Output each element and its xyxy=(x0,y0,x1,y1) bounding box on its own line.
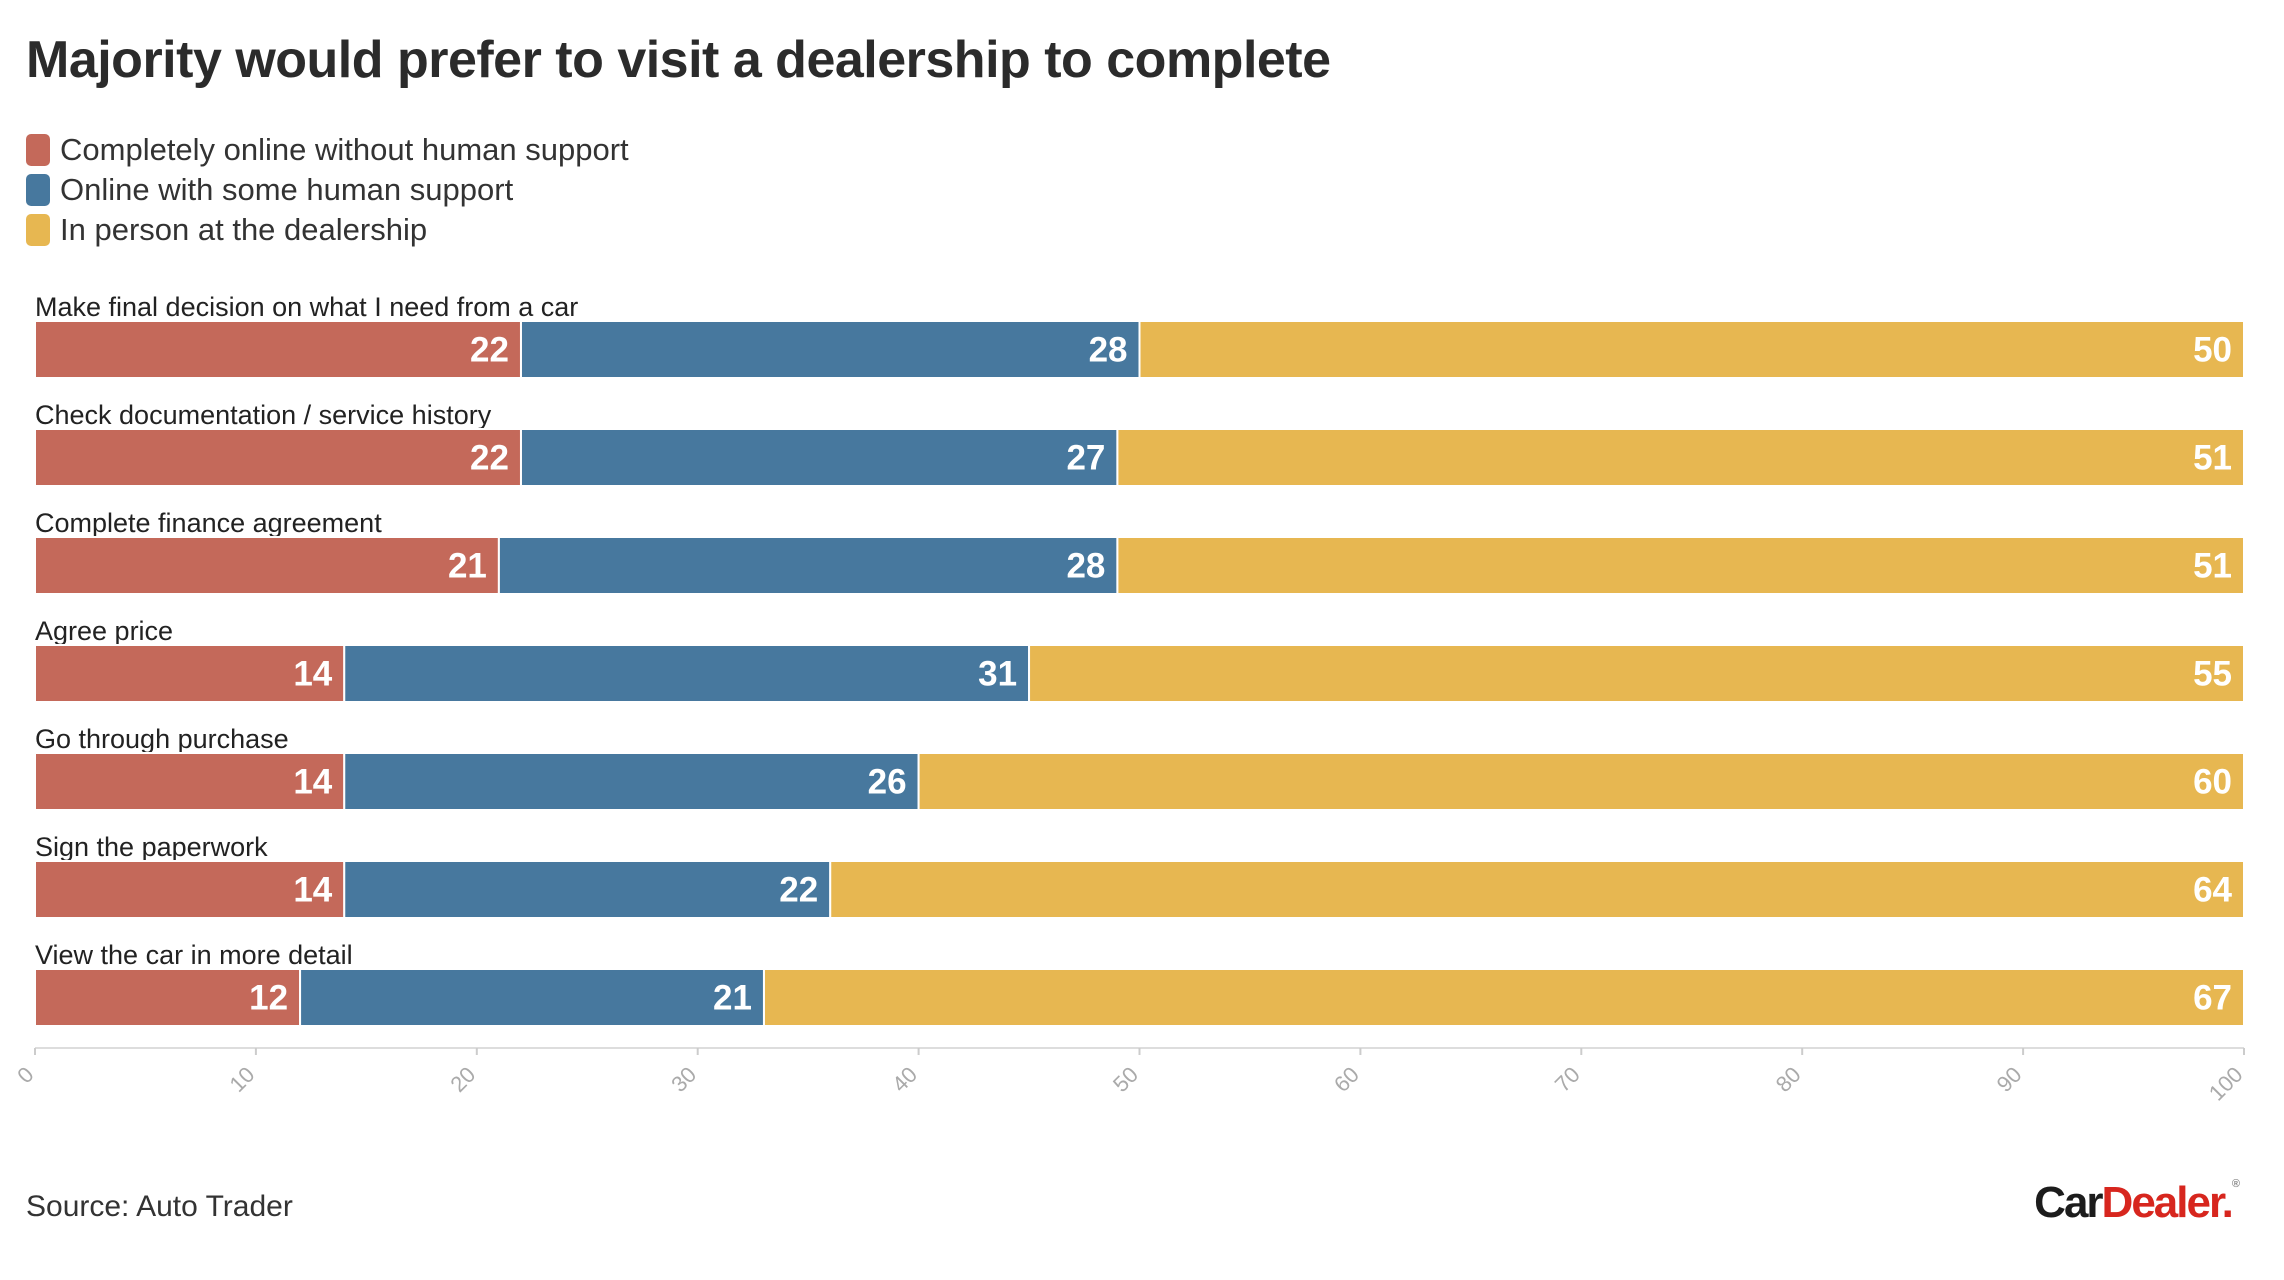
logo-text-car: Car xyxy=(2034,1178,2103,1227)
bar-segment xyxy=(343,752,920,811)
data-label: 22 xyxy=(470,331,509,370)
x-tick-label: 70 xyxy=(1550,1062,1585,1097)
x-tick-label: 60 xyxy=(1329,1062,1364,1097)
x-tick-label: 80 xyxy=(1771,1062,1806,1097)
data-label: 28 xyxy=(1089,331,1128,370)
data-label: 60 xyxy=(2193,763,2232,802)
x-tick-label: 100 xyxy=(2204,1062,2248,1106)
legend-swatch xyxy=(26,214,50,246)
x-tick-label: 20 xyxy=(445,1062,480,1097)
bar-segment xyxy=(519,320,1141,379)
data-label: 51 xyxy=(2193,547,2232,586)
bar-segment xyxy=(1116,428,2245,487)
legend-label: Online with some human support xyxy=(60,172,514,207)
data-label: 21 xyxy=(713,979,752,1018)
bar-segment xyxy=(34,320,522,379)
legend-item-in-person: In person at the dealership xyxy=(26,210,629,250)
data-label: 12 xyxy=(249,979,288,1018)
bar-segment xyxy=(1116,536,2245,595)
source-note: Source: Auto Trader xyxy=(26,1190,293,1223)
data-label: 14 xyxy=(293,763,332,802)
x-tick-label: 0 xyxy=(12,1062,38,1088)
data-label: 31 xyxy=(978,655,1017,694)
cardealer-logo: CarDealer.® xyxy=(2034,1178,2240,1228)
bar-segment xyxy=(34,428,522,487)
category-label: Sign the paperwork xyxy=(35,832,268,862)
bar-segment xyxy=(497,536,1119,595)
bar-segment xyxy=(829,860,2245,919)
bar-segment xyxy=(1028,644,2245,703)
data-label: 50 xyxy=(2193,331,2232,370)
category-label: View the car in more detail xyxy=(35,940,353,970)
data-label: 22 xyxy=(779,871,818,910)
category-label: Make final decision on what I need from … xyxy=(35,292,578,322)
data-label: 14 xyxy=(293,871,332,910)
data-label: 26 xyxy=(868,763,907,802)
data-label: 27 xyxy=(1066,439,1105,478)
legend-item-online-no-support: Completely online without human support xyxy=(26,130,629,170)
legend-swatch xyxy=(26,134,50,166)
data-label: 51 xyxy=(2193,439,2232,478)
bar-segment xyxy=(343,860,832,919)
data-label: 64 xyxy=(2193,871,2232,910)
legend-label: Completely online without human support xyxy=(60,132,629,167)
bar-segment xyxy=(299,968,765,1027)
category-label: Check documentation / service history xyxy=(35,400,492,430)
data-label: 55 xyxy=(2193,655,2232,694)
bar-segment xyxy=(34,860,346,919)
x-tick-label: 30 xyxy=(666,1062,701,1097)
legend-item-online-some-support: Online with some human support xyxy=(26,170,629,210)
data-label: 67 xyxy=(2193,979,2232,1018)
data-label: 14 xyxy=(293,655,332,694)
legend-swatch xyxy=(26,174,50,206)
data-label: 22 xyxy=(470,439,509,478)
x-tick-label: 90 xyxy=(1992,1062,2027,1097)
bar-segment xyxy=(34,968,302,1027)
x-tick-label: 10 xyxy=(224,1062,259,1097)
bar-segment xyxy=(1138,320,2245,379)
bar-segment xyxy=(34,536,500,595)
logo-registered-mark: ® xyxy=(2231,1178,2240,1190)
data-label: 28 xyxy=(1066,547,1105,586)
chart-title: Majority would prefer to visit a dealers… xyxy=(26,31,1331,89)
logo-text-dealer: Dealer. xyxy=(2101,1178,2234,1227)
category-label: Go through purchase xyxy=(35,724,289,754)
bar-segment xyxy=(343,644,1031,703)
bar-segment xyxy=(519,428,1119,487)
category-label: Complete finance agreement xyxy=(35,508,382,538)
x-tick-label: 50 xyxy=(1108,1062,1143,1097)
x-tick-label: 40 xyxy=(887,1062,922,1097)
legend: Completely online without human support … xyxy=(26,130,629,250)
legend-label: In person at the dealership xyxy=(60,212,428,247)
category-label: Agree price xyxy=(35,616,173,646)
data-label: 21 xyxy=(448,547,487,586)
bar-segment xyxy=(762,968,2245,1027)
bar-segment xyxy=(917,752,2245,811)
